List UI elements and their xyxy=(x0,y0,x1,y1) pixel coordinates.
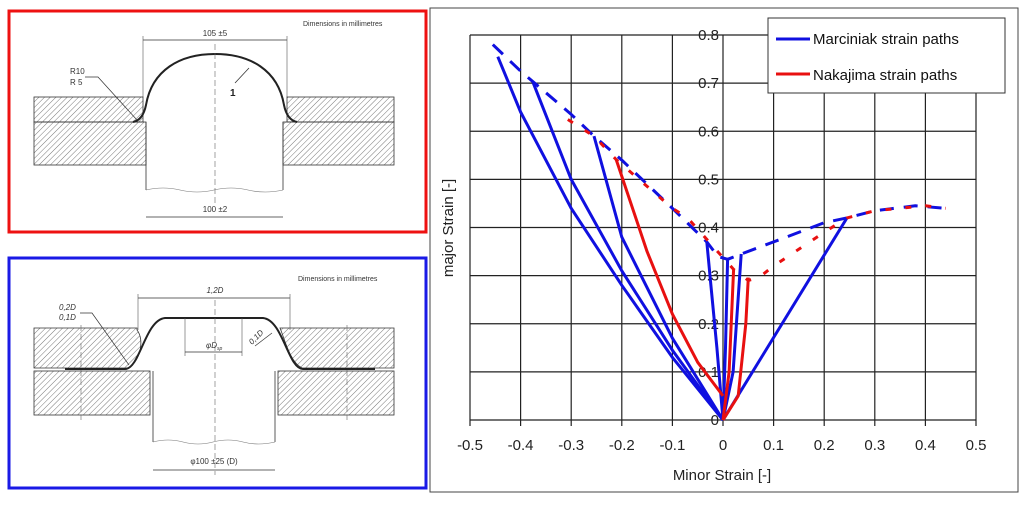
radius-label-2: 0,1D xyxy=(59,313,76,322)
die-right xyxy=(282,121,395,166)
x-axis-ticks: -0.5 -0.4 -0.3 -0.2 -0.1 0 0.1 0.2 0.3 0.4 0.5 xyxy=(457,437,986,454)
nakajima-solid-path xyxy=(721,269,736,421)
inner-dimension-label: φDsp xyxy=(206,341,223,352)
y-tick-label: 0.8 xyxy=(698,27,719,44)
y-tick-label: 0 xyxy=(711,412,719,429)
grid xyxy=(469,34,977,426)
flat-punch-sheet xyxy=(65,317,375,370)
x-tick-label: -0.3 xyxy=(558,437,584,454)
callout-label: 1 xyxy=(230,88,236,99)
x-tick-label: 0.1 xyxy=(763,437,784,454)
x-tick-label: 0.2 xyxy=(814,437,835,454)
nakajima-solid-path xyxy=(614,159,725,397)
y-axis-label: major Strain [-] xyxy=(440,179,457,277)
break-line xyxy=(145,187,284,193)
x-tick-label: -0.2 xyxy=(609,437,635,454)
y-tick-label: 0.5 xyxy=(698,171,719,188)
y-axis-ticks: 00.10.20.30.40.50.60.70.8 xyxy=(698,27,719,429)
x-tick-label: -0.1 xyxy=(659,437,685,454)
x-tick-label: 0.3 xyxy=(864,437,885,454)
strain-chart: -0.5 -0.4 -0.3 -0.2 -0.1 0 0.1 0.2 0.3 0.4 0.5 0 0.… xyxy=(429,7,1019,493)
leader-line xyxy=(85,76,138,121)
series-layer xyxy=(491,43,946,421)
dimensions-note: Dimensions in millimetres xyxy=(303,21,383,28)
radius-label-1: 0,2D xyxy=(59,303,76,312)
x-axis-label: Minor Strain [-] xyxy=(673,467,771,484)
legend-label-nakajima: Nakajima strain paths xyxy=(813,67,957,84)
y-tick-label: 0.6 xyxy=(698,123,719,140)
blank-holder-left xyxy=(33,96,144,123)
marciniak-solid-path xyxy=(705,241,725,421)
legend-label-marciniak: Marciniak strain paths xyxy=(813,31,959,48)
radius-label-2: R 5 xyxy=(70,78,83,87)
marciniak-solid-path xyxy=(531,82,725,421)
legend: Marciniak strain paths Nakajima strain p… xyxy=(767,17,1006,94)
x-tick-label: 0.4 xyxy=(915,437,936,454)
blank-holder-left xyxy=(33,327,142,369)
blank-holder-right xyxy=(286,96,395,123)
y-tick-label: 0.4 xyxy=(698,220,719,237)
x-tick-label: -0.5 xyxy=(457,437,483,454)
marciniak-test-drawing: Dimensions in millimetres 1,2D φDsp φ100… xyxy=(7,256,428,490)
y-tick-label: 0.7 xyxy=(698,75,719,92)
marciniak-solid-path xyxy=(721,259,730,421)
x-tick-label: 0 xyxy=(719,437,727,454)
legend-box xyxy=(767,17,1006,94)
top-dimension-label: 105 ±5 xyxy=(203,29,228,38)
blank-holder-right xyxy=(279,327,395,369)
top-dimension-label: 1,2D xyxy=(207,286,224,295)
dimensions-note: Dimensions in millimetres xyxy=(298,276,378,283)
die-left xyxy=(33,370,151,416)
bottom-dimension-label: φ100 ±25 (D) xyxy=(190,457,238,466)
die-right xyxy=(277,370,395,416)
break-line xyxy=(152,439,276,445)
bottom-dimension-label: 100 ±2 xyxy=(203,205,228,214)
nakajima-solid-path xyxy=(721,277,750,421)
marciniak-dashed-path xyxy=(491,43,946,261)
nakajima-dashed-path xyxy=(555,110,946,282)
marciniak-solid-path xyxy=(496,56,725,421)
x-tick-label: -0.4 xyxy=(508,437,534,454)
marciniak-solid-path xyxy=(721,217,849,421)
x-tick-label: 0.5 xyxy=(966,437,987,454)
marciniak-solid-path xyxy=(592,135,725,421)
nakajima-test-drawing: Dimensions in millimetres 105 ±5 100 ±2 … xyxy=(7,9,428,234)
die-left xyxy=(33,121,147,166)
leader-line xyxy=(80,312,130,366)
radius-label-1: R10 xyxy=(70,67,85,76)
